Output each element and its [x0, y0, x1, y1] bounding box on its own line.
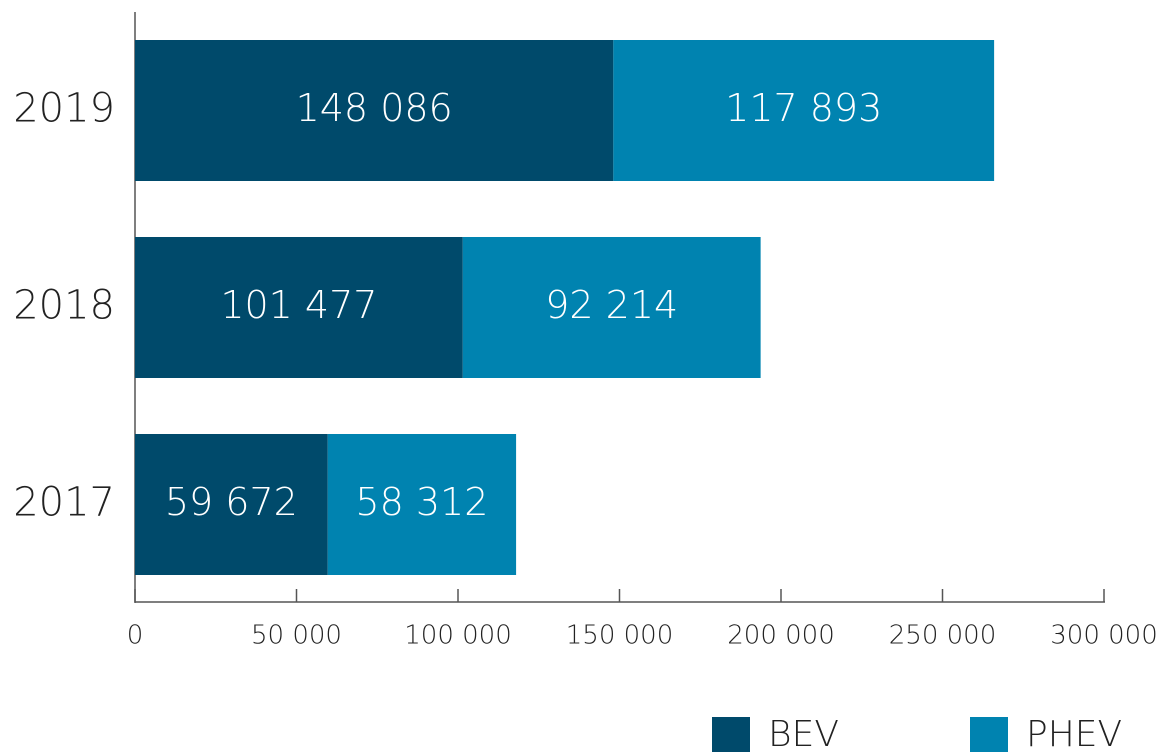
legend-swatch	[970, 717, 1008, 752]
x-tick-label: 100 000	[404, 621, 512, 651]
bar-segment	[613, 40, 995, 181]
bar-segment	[135, 434, 328, 575]
y-tick-label: 2017	[13, 480, 115, 526]
bar-segment	[327, 434, 517, 575]
bar-segment	[135, 237, 463, 378]
y-tick-label: 2018	[13, 283, 115, 329]
legend-label: BEV	[768, 714, 839, 754]
value-label: 92 214	[545, 283, 678, 327]
value-label: 101 477	[220, 283, 377, 327]
x-tick-label: 0	[127, 621, 144, 651]
x-tick-label: 250 000	[889, 621, 997, 651]
value-label: 58 312	[355, 480, 488, 524]
y-tick-label: 2019	[13, 86, 115, 132]
value-label: 59 672	[165, 480, 298, 524]
legend-swatch	[712, 717, 750, 752]
legend-label: PHEV	[1026, 714, 1122, 754]
bar-segment	[135, 40, 614, 181]
x-tick-label: 150 000	[566, 621, 674, 651]
x-tick-label: 50 000	[251, 621, 342, 651]
value-label: 117 893	[725, 86, 882, 130]
x-tick-label: 300 000	[1050, 621, 1158, 651]
bar-segment	[462, 237, 761, 378]
x-tick-label: 200 000	[727, 621, 835, 651]
value-label: 148 086	[296, 86, 453, 130]
